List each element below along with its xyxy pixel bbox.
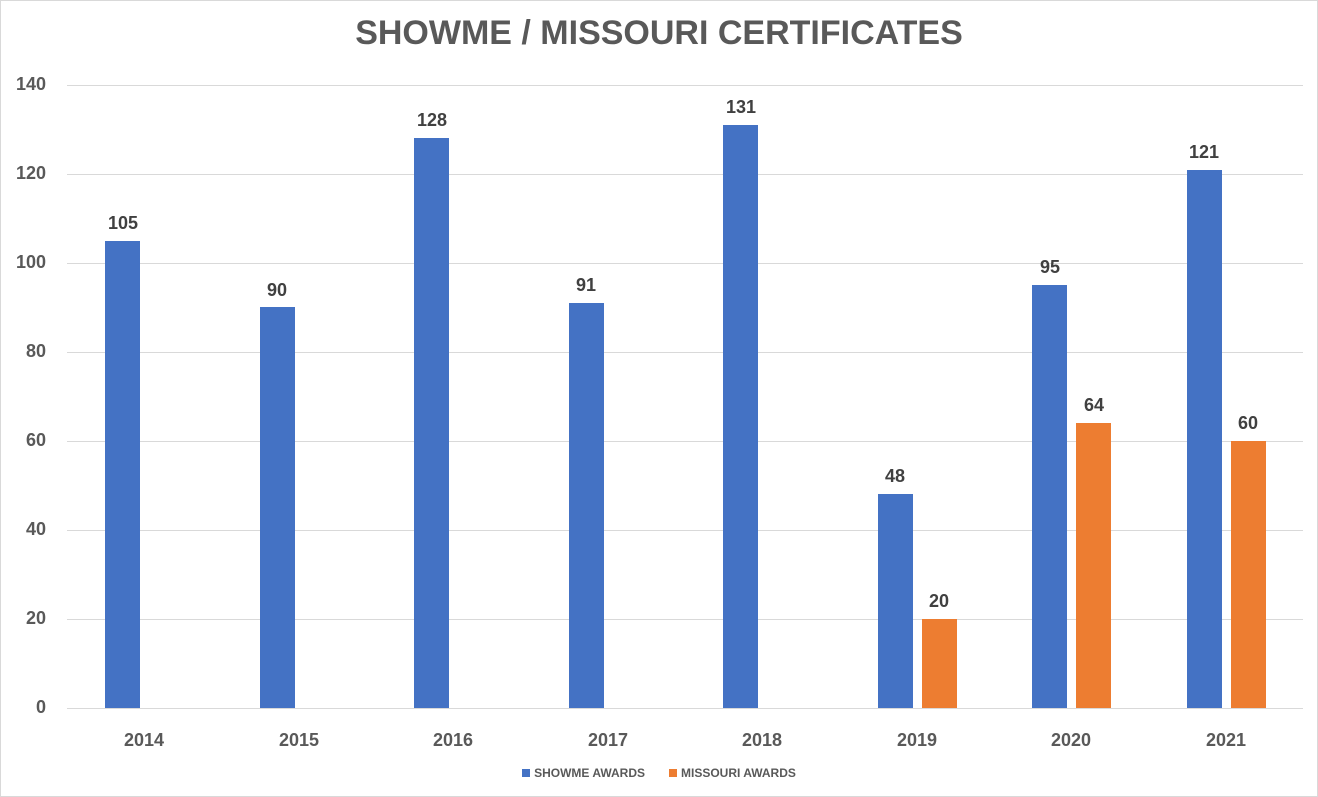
data-label: 20 xyxy=(928,591,950,611)
legend-label: MISSOURI AWARDS xyxy=(680,766,796,780)
x-tick-label: 2020 xyxy=(1050,730,1092,750)
y-tick-label: 40 xyxy=(25,519,46,539)
data-label: 95 xyxy=(1039,257,1061,277)
y-tick-label: 100 xyxy=(15,252,46,272)
missouri-bar-2020[interactable] xyxy=(1076,423,1111,708)
showme-bar-2017[interactable] xyxy=(569,303,604,708)
data-label: 48 xyxy=(884,466,906,486)
showme-bar-2016[interactable] xyxy=(414,138,449,708)
legend: SHOWME AWARDS MISSOURI AWARDS xyxy=(0,766,1318,780)
data-label: 60 xyxy=(1237,413,1259,433)
data-label: 121 xyxy=(1188,142,1220,162)
data-label: 64 xyxy=(1083,395,1105,415)
missouri-bar-2021[interactable] xyxy=(1231,441,1266,708)
gridline xyxy=(67,619,1303,620)
missouri-bar-2019[interactable] xyxy=(922,619,957,708)
data-label: 91 xyxy=(575,275,597,295)
legend-item-showme[interactable]: SHOWME AWARDS xyxy=(522,766,645,780)
data-label: 90 xyxy=(266,280,288,300)
data-label: 105 xyxy=(107,213,139,233)
x-tick-label: 2015 xyxy=(278,730,320,750)
x-tick-label: 2016 xyxy=(432,730,474,750)
legend-label: SHOWME AWARDS xyxy=(534,766,645,780)
x-tick-label: 2017 xyxy=(587,730,629,750)
y-tick-label: 0 xyxy=(35,697,46,717)
gridline xyxy=(67,263,1303,264)
y-tick-label: 60 xyxy=(25,430,46,450)
showme-bar-2021[interactable] xyxy=(1187,170,1222,708)
gridline xyxy=(67,352,1303,353)
gridline xyxy=(67,441,1303,442)
showme-swatch-icon xyxy=(522,769,531,777)
y-tick-label: 120 xyxy=(15,163,46,183)
data-label: 128 xyxy=(416,110,448,130)
data-label: 131 xyxy=(725,97,757,117)
x-tick-label: 2021 xyxy=(1205,730,1247,750)
gridline xyxy=(67,174,1303,175)
showme-bar-2014[interactable] xyxy=(105,241,140,708)
gridline xyxy=(67,530,1303,531)
y-tick-label: 20 xyxy=(25,608,46,628)
missouri-swatch-icon xyxy=(668,769,677,777)
showme-bar-2015[interactable] xyxy=(260,307,295,708)
showme-bar-2019[interactable] xyxy=(878,494,913,708)
chart-title: SHOWME / MISSOURI CERTIFICATES xyxy=(355,14,963,52)
y-tick-label: 140 xyxy=(15,74,46,94)
x-tick-label: 2019 xyxy=(896,730,938,750)
legend-item-missouri[interactable]: MISSOURI AWARDS xyxy=(668,766,796,780)
y-tick-label: 80 xyxy=(25,341,46,361)
plot-area: 105 90 128 91 131 48 20 95 64 121 60 xyxy=(67,85,1303,709)
showme-bar-2018[interactable] xyxy=(723,125,758,708)
showme-bar-2020[interactable] xyxy=(1032,285,1067,708)
gridline xyxy=(67,708,1303,709)
x-tick-label: 2014 xyxy=(123,730,165,750)
x-tick-label: 2018 xyxy=(741,730,783,750)
gridline xyxy=(67,85,1303,86)
